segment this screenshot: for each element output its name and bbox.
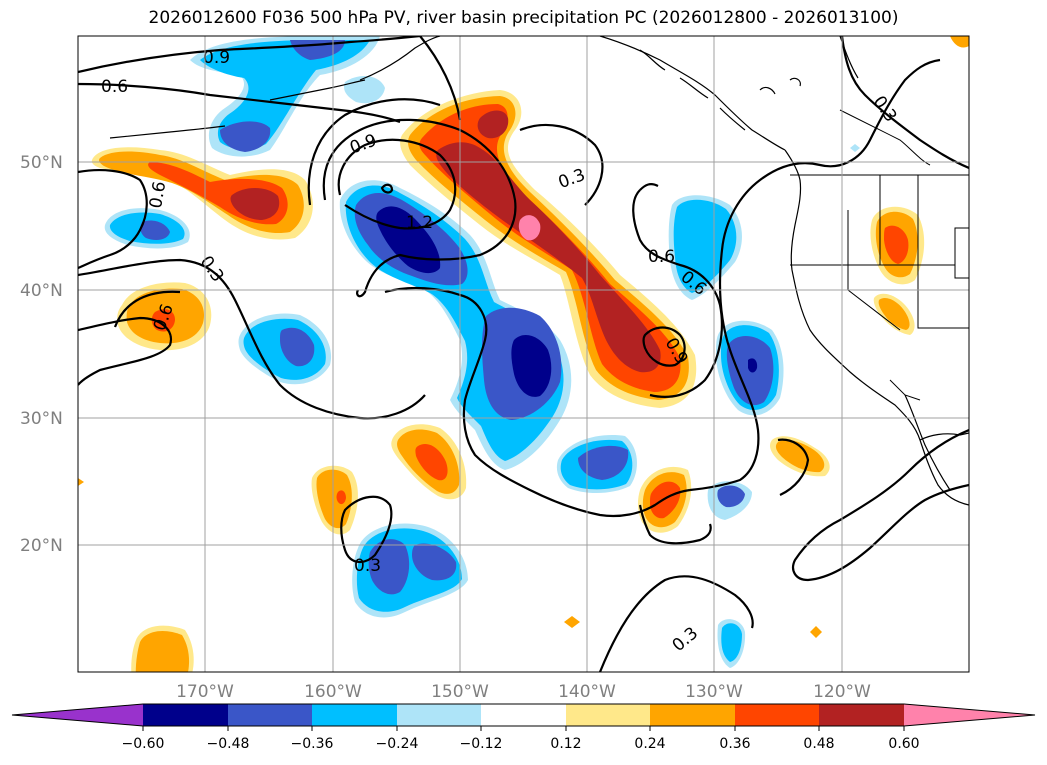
contour-label-0.6-e: 0.6: [648, 247, 675, 267]
lon-label-130w: 130°W: [685, 682, 743, 702]
pos-hi-red: [336, 490, 346, 505]
pos-ca2-orange: [878, 298, 910, 330]
contour-0.9-mid: [322, 118, 517, 298]
contour-0.9-e: [642, 326, 686, 367]
contour-0.3-big: [384, 36, 691, 518]
colorbar-label-3: −0.24: [376, 736, 419, 752]
pos-band-darkred-top: [477, 110, 509, 139]
contour-0.9-top: [78, 36, 421, 74]
neg-n-cyan: [200, 40, 370, 150]
neg-hi-blue2: [412, 543, 457, 581]
colorbar-segment-8: [735, 704, 819, 726]
contour-0.6-w: [78, 168, 148, 270]
colorbar-label-7: 0.36: [719, 736, 750, 752]
map-panel: 0.9 0.6 0.9 1.2 0.3 0.6 0.3 0.6 0.6 0.6 …: [78, 36, 969, 672]
lat-label-40n: 40°N: [20, 281, 63, 301]
contour-se2: [777, 438, 810, 496]
neg-s2-cyan: [721, 623, 742, 662]
lat-axis: 50°N 40°N 30°N 20°N: [20, 153, 63, 556]
contour-label-1.2: 1.2: [406, 213, 433, 233]
neg-s-blue: [578, 445, 629, 480]
contour-0.6-sw: [78, 316, 173, 386]
contour-0.3-ne: [840, 36, 969, 170]
pos-e-red: [650, 481, 681, 519]
neg-n-blue: [220, 121, 271, 152]
colorbar-label-2: −0.36: [291, 736, 334, 752]
colorbar-segment-1: [143, 704, 228, 726]
colorbar-segment-6: [566, 704, 650, 726]
pos-nw-darkred: [230, 187, 280, 220]
lat-label-20n: 20°N: [20, 536, 63, 556]
contour-label-0.6-nw: 0.6: [101, 77, 128, 97]
borders: [790, 109, 969, 401]
contour-0.3-se: [792, 428, 969, 582]
contour-1.2-core: [380, 183, 394, 194]
pos-tiny3: [78, 478, 84, 486]
neg-hi-blue: [368, 539, 410, 595]
pos-tiny2: [810, 626, 822, 638]
pos-c-red: [415, 443, 448, 481]
contour-sbot: [638, 504, 712, 545]
colorbar: −0.60 −0.48 −0.36 −0.24 −0.12 0.12 0.24 …: [11, 703, 1036, 752]
colorbar-label-6: 0.24: [634, 736, 665, 752]
pos-band-pink: [518, 215, 541, 241]
neg-e-navy: [748, 358, 758, 373]
pos-ca-red: [884, 225, 909, 264]
lon-label-150w: 150°W: [431, 682, 489, 702]
map-frame: [77, 35, 970, 673]
pos-wc-red: [151, 309, 175, 332]
contour-label-0.3-hi: 0.3: [354, 556, 381, 576]
pos-corner-orange: [950, 36, 969, 48]
lon-label-120w: 120°W: [813, 682, 871, 702]
neg-wc-blue: [280, 327, 315, 367]
contour-0.6-sw2: [113, 290, 181, 328]
pos-band-darkred: [436, 142, 661, 373]
lon-label-140w: 140°W: [558, 682, 616, 702]
colorbar-label-0: −0.60: [122, 736, 165, 752]
pos-tiny1: [564, 616, 580, 628]
colorbar-extend-min: [12, 704, 143, 726]
contour-0.6-e2: [639, 183, 659, 191]
colorbar-segment-3: [312, 704, 397, 726]
contour-1.2-inner: [337, 138, 457, 230]
lat-label-30n: 30°N: [20, 409, 63, 429]
colorbar-segment-5: [481, 704, 566, 726]
colorbar-label-8: 0.48: [803, 736, 834, 752]
colorbar-segment-9: [819, 704, 904, 726]
lon-axis: 170°W 160°W 150°W 140°W 130°W 120°W: [176, 682, 871, 702]
contour-0.3-s: [598, 575, 754, 672]
colorbar-label-1: −0.48: [207, 736, 250, 752]
neg-tiny: [850, 144, 860, 152]
coastlines: [109, 36, 969, 506]
lon-label-160w: 160°W: [304, 682, 362, 702]
contour-label-0.6-w: 0.6: [146, 180, 170, 210]
pos-sw-orange: [135, 630, 190, 672]
colorbar-segment-7: [650, 704, 735, 726]
colorbar-label-9: 0.60: [888, 736, 919, 752]
contour-label-0.9-top: 0.9: [203, 48, 230, 68]
contour-0.3-mid: [519, 123, 604, 206]
neg-w-blue: [140, 220, 170, 240]
contour-0.6-mid: [307, 98, 441, 206]
map-title: 2026012600 F036 500 hPa PV, river basin …: [148, 8, 899, 28]
colorbar-label-5: 0.12: [550, 736, 581, 752]
colorbar-segment-4: [397, 704, 481, 726]
colorbar-extend-max: [904, 704, 1035, 726]
neg-se-small-blue: [717, 485, 745, 508]
contour-0.6-nw: [78, 82, 401, 124]
neg-main-navy: [376, 206, 441, 274]
colorbar-label-4: −0.12: [460, 736, 503, 752]
colorbar-segment-2: [228, 704, 312, 726]
gridlines: [78, 36, 969, 672]
contour-0.6-e: [632, 189, 723, 398]
contour-0.3-e: [689, 58, 941, 492]
lon-label-170w: 170°W: [176, 682, 234, 702]
pos-se-orange: [775, 439, 825, 473]
contour-0.3-hi: [340, 495, 393, 563]
neg-main-navy2: [511, 335, 552, 397]
lat-label-50n: 50°N: [20, 153, 63, 173]
